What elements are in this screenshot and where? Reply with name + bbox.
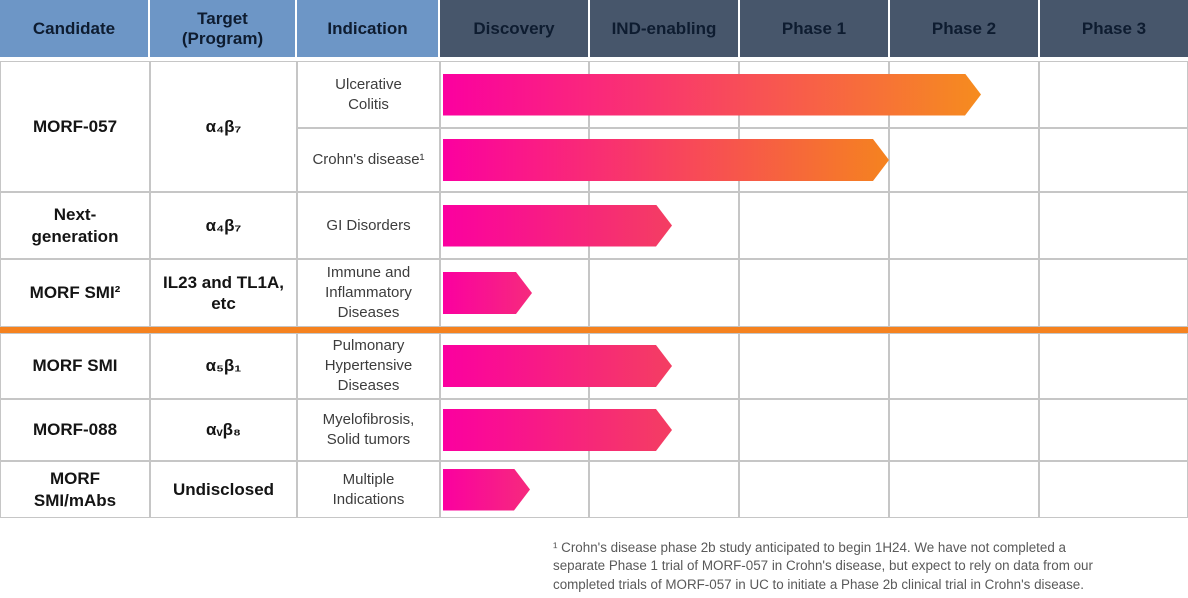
phase-track-ulcerative-colitis bbox=[440, 61, 1188, 128]
pipeline-arrow-immune-inflammatory bbox=[443, 272, 532, 314]
pipeline-arrow-multiple-indications bbox=[443, 469, 530, 511]
candidate-cell-morf-057: MORF-057 bbox=[0, 61, 150, 192]
phase-track-pulmonary-hypertensive bbox=[440, 333, 1188, 399]
target-cell-a4b7: α₄β₇ bbox=[150, 61, 297, 192]
indication-cell-ulcerative-colitis: Ulcerative Colitis bbox=[297, 61, 440, 128]
header-cell-indication: Indication bbox=[297, 0, 440, 57]
candidate-cell-morf-smi2: MORF SMI² bbox=[0, 259, 150, 327]
phase-track-immune-inflammatory bbox=[440, 259, 1188, 327]
target-cell-avb8: αᵥβ₈ bbox=[150, 399, 297, 461]
header-cell-target: Target (Program) bbox=[150, 0, 297, 57]
indication-cell-immune-inflammatory: Immune and Inflammatory Diseases bbox=[297, 259, 440, 327]
indication-cell-gi-disorders: GI Disorders bbox=[297, 192, 440, 259]
header-cell-phase-3: Phase 3 bbox=[1040, 0, 1188, 57]
target-cell-undisclosed: Undisclosed bbox=[150, 461, 297, 518]
phase-track-crohns-disease bbox=[440, 128, 1188, 192]
pipeline-arrow-myelofibrosis bbox=[443, 409, 672, 451]
pipeline-arrow-ulcerative-colitis bbox=[443, 74, 981, 116]
phase-track-multiple-indications bbox=[440, 461, 1188, 518]
pipeline-arrow-pulmonary-hypertensive bbox=[443, 345, 672, 387]
candidate-cell-morf-smi-mabs: MORF SMI/mAbs bbox=[0, 461, 150, 518]
header-cell-discovery: Discovery bbox=[440, 0, 590, 57]
header-cell-phase-2: Phase 2 bbox=[890, 0, 1040, 57]
footnote-crohns-study: ¹ Crohn's disease phase 2b study anticip… bbox=[553, 540, 1093, 592]
indication-cell-myelofibrosis: Myelofibrosis, Solid tumors bbox=[297, 399, 440, 461]
indication-cell-pulmonary-hypertensive: Pulmonary Hypertensive Diseases bbox=[297, 333, 440, 399]
target-cell-a5b1: α₅β₁ bbox=[150, 333, 297, 399]
pipeline-table-body: MORF-057 α₄β₇ Ulcerative Colitis Crohn's… bbox=[0, 61, 1188, 518]
candidate-cell-next-generation: Next- generation bbox=[0, 192, 150, 259]
candidate-cell-morf-088: MORF-088 bbox=[0, 399, 150, 461]
candidate-cell-morf-smi: MORF SMI bbox=[0, 333, 150, 399]
phase-track-gi-disorders bbox=[440, 192, 1188, 259]
pipeline-arrow-gi-disorders bbox=[443, 205, 672, 247]
pipeline-arrow-crohns-disease bbox=[443, 139, 889, 181]
phase-track-myelofibrosis bbox=[440, 399, 1188, 461]
header-cell-phase-1: Phase 1 bbox=[740, 0, 890, 57]
indication-cell-crohns-disease: Crohn's disease¹ bbox=[297, 128, 440, 192]
indication-cell-multiple-indications: Multiple Indications bbox=[297, 461, 440, 518]
target-cell-a4b7-nextgen: α₄β₇ bbox=[150, 192, 297, 259]
target-cell-il23-tl1a: IL23 and TL1A, etc bbox=[150, 259, 297, 327]
table-header-row: Candidate Target (Program) Indication Di… bbox=[0, 0, 1188, 57]
footnotes: ¹ Crohn's disease phase 2b study anticip… bbox=[553, 521, 1173, 598]
header-cell-ind-enabling: IND-enabling bbox=[590, 0, 740, 57]
orange-divider-line bbox=[0, 327, 1188, 333]
header-cell-candidate: Candidate bbox=[0, 0, 150, 57]
